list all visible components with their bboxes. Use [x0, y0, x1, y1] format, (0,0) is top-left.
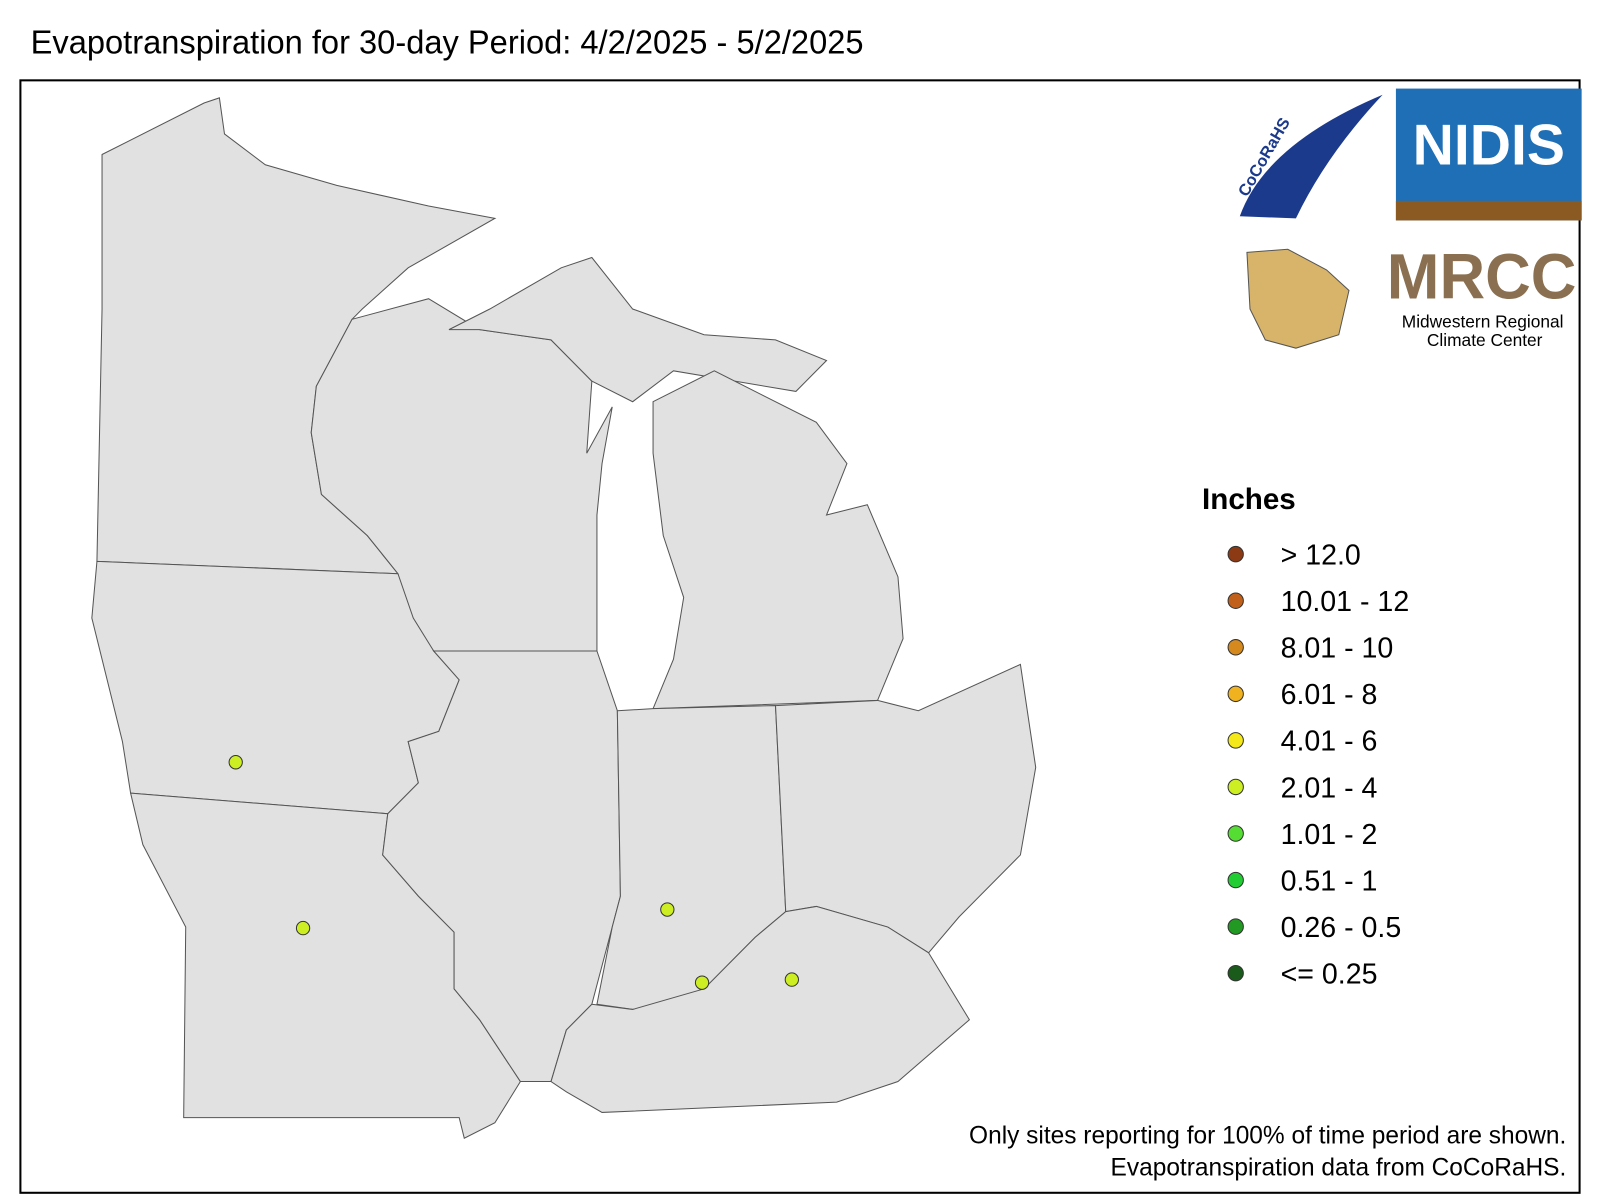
legend-marker: [1227, 685, 1244, 703]
states: [91, 97, 1037, 1139]
legend-label: 6.01 - 8: [1281, 679, 1378, 711]
legend-label: <= 0.25: [1281, 958, 1378, 990]
legend-label: 0.51 - 1: [1281, 865, 1378, 897]
nidis-logo: [1395, 88, 1582, 221]
mrcc-logo-map: [1246, 248, 1350, 349]
legend-marker: [1227, 825, 1244, 842]
map-title: Evapotranspiration for 30-day Period: 4/…: [31, 23, 864, 60]
sites: [228, 755, 799, 990]
legend-marker: [1227, 732, 1244, 749]
cocorahs-logo-shape: [1239, 94, 1383, 219]
legend-title: Inches: [1202, 483, 1296, 516]
legend-label: 0.26 - 0.5: [1281, 912, 1402, 944]
site-marker: [660, 902, 675, 917]
legend-marker: [1227, 592, 1244, 609]
site-marker: [784, 972, 799, 987]
legend-marker: [1227, 545, 1244, 563]
legend-label: 1.01 - 2: [1281, 819, 1378, 851]
state: [91, 560, 460, 815]
legend-marker: [1227, 918, 1244, 935]
legend-label: 2.01 - 4: [1281, 772, 1378, 804]
mrcc-logo-subtitle: Climate Center: [1427, 330, 1543, 350]
state: [448, 256, 828, 403]
legend-label: > 12.0: [1281, 539, 1361, 571]
site-marker: [228, 755, 243, 770]
site-marker: [295, 920, 311, 936]
legend-marker: [1227, 778, 1244, 796]
state: [550, 905, 971, 1113]
note: Only sites reporting for 100% of time pe…: [969, 1122, 1566, 1149]
site-marker: [694, 975, 710, 990]
mrcc-logo-subtitle: Midwestern Regional: [1402, 311, 1564, 331]
legend-marker: [1227, 964, 1244, 982]
state: [652, 370, 904, 710]
legend: > 12.0 10.01 - 12 8.01 - 10 6.01 - 8 4.01 - …: [1227, 539, 1410, 991]
legend-marker: [1227, 639, 1244, 656]
legend-label: 8.01 - 10: [1281, 632, 1394, 664]
legend-label: 4.01 - 6: [1281, 726, 1378, 758]
mrcc-logo-text: MRCC: [1387, 241, 1577, 312]
nidis-logo-text: NIDIS: [1413, 113, 1565, 177]
note: Evapotranspiration data from CoCoRaHS.: [1111, 1154, 1567, 1181]
nidis-logo-band: [1395, 200, 1582, 221]
legend-marker: [1227, 871, 1244, 889]
legend-label: 10.01 - 12: [1281, 586, 1410, 618]
